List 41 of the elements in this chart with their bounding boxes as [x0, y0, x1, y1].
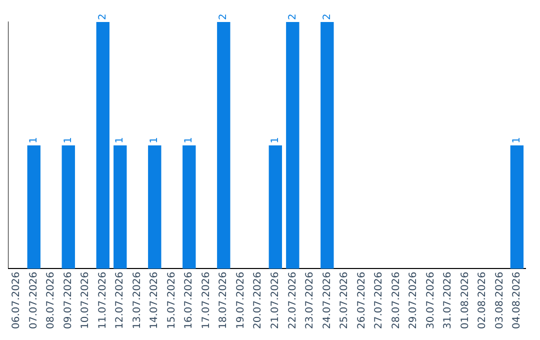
- data-label: 1: [62, 136, 74, 144]
- data-label: 2: [322, 14, 333, 20]
- x-tick-label: 16.07.2026: [184, 272, 195, 330]
- x-tick-label: 09.07.2026: [62, 272, 74, 330]
- data-label: 2: [218, 14, 230, 20]
- x-tick-label: 03.08.2026: [494, 272, 506, 330]
- data-label: 1: [28, 136, 40, 144]
- x-tick-label: 15.07.2026: [166, 272, 178, 330]
- data-label: 1: [114, 136, 126, 144]
- x-tick-label: 08.07.2026: [46, 272, 57, 330]
- x-tick-label: 10.07.2026: [80, 272, 92, 330]
- data-label: 1: [149, 136, 160, 144]
- x-tick-label: 22.07.2026: [287, 272, 298, 330]
- x-tick-label: 14.07.2026: [149, 272, 160, 330]
- x-tick-label: 12.07.2026: [114, 272, 126, 330]
- x-tick-label: 07.07.2026: [28, 272, 40, 330]
- x-tick-label: 28.07.2026: [390, 272, 402, 330]
- x-tick-label: 26.07.2026: [356, 272, 368, 330]
- x-tick-label: 11.07.2026: [97, 272, 108, 330]
- x-tick-label: 21.07.2026: [270, 272, 281, 330]
- x-tick-label: 17.07.2026: [200, 272, 212, 330]
- data-label: 2: [287, 14, 298, 20]
- data-label: 2: [97, 14, 108, 20]
- x-tick-label: 23.07.2026: [304, 272, 316, 330]
- x-tick-label: 20.07.2026: [252, 272, 264, 330]
- x-tick-label: 19.07.2026: [235, 272, 246, 330]
- data-label: 1: [184, 136, 195, 144]
- x-tick-label: 02.08.2026: [477, 272, 488, 330]
- data-label: 1: [270, 136, 281, 144]
- x-tick-label: 01.08.2026: [460, 272, 471, 330]
- x-tick-label: 27.07.2026: [374, 272, 385, 330]
- data-label: 1: [512, 136, 523, 144]
- x-tick-label: 29.07.2026: [408, 272, 420, 330]
- x-tick-label: 24.07.2026: [322, 272, 333, 330]
- x-tick-label: 25.07.2026: [339, 272, 350, 330]
- x-tick-label: 31.07.2026: [442, 272, 454, 330]
- x-tick-label: 04.08.2026: [512, 272, 523, 330]
- x-tick-label: 06.07.2026: [11, 272, 22, 330]
- x-tick-label: 30.07.2026: [425, 272, 436, 330]
- x-tick-label: 18.07.2026: [218, 272, 230, 330]
- x-tick-label: 13.07.2026: [132, 272, 143, 330]
